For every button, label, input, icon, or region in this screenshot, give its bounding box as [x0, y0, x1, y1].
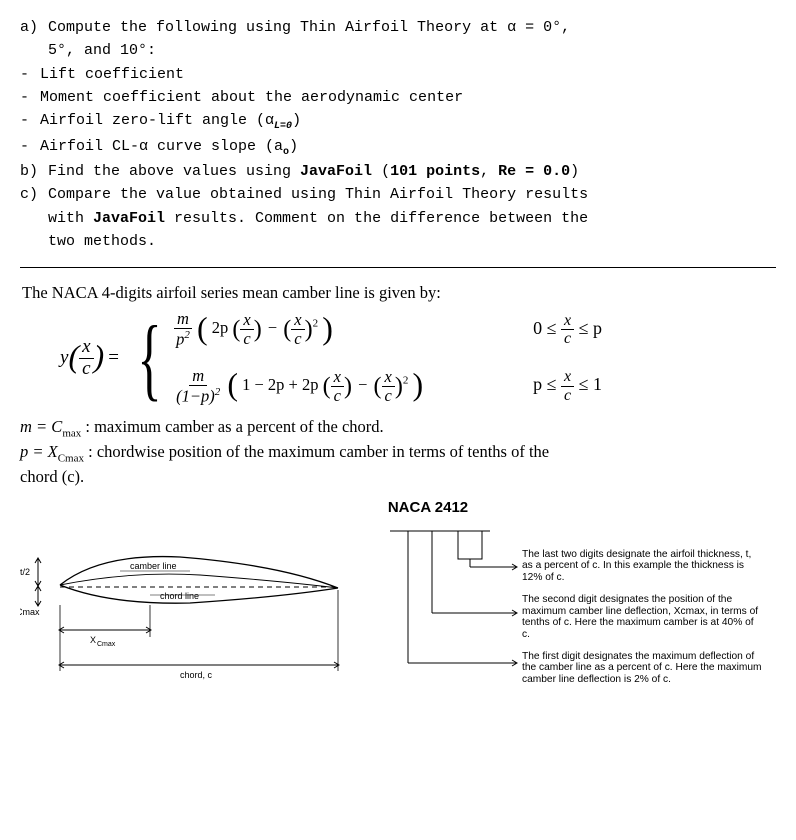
part-a-bullets: -Lift coefficient -Moment coefficient ab… [20, 63, 776, 161]
problem-statement: a) Compute the following using Thin Airf… [20, 16, 776, 253]
eq-cases: mp2 ( 2p (xc) − (xc)2 ) 0 ≤ xc ≤ p m(1−p… [173, 310, 673, 406]
bottom-figures: t/2 Cmax camber line chord line [20, 525, 776, 715]
part-a: a) Compute the following using Thin Airf… [20, 16, 776, 160]
part-b-body: Find the above values using JavaFoil (10… [48, 160, 776, 183]
naca-annotation: The last two digits designate the airfoi… [370, 525, 770, 715]
airfoil-diagram: t/2 Cmax camber line chord line [20, 525, 360, 695]
label-cmax: Cmax [20, 607, 40, 617]
annotation-2: The second digit designates the position… [522, 594, 762, 641]
bracket-svg [370, 525, 520, 695]
camber-line [60, 574, 338, 588]
label-chord: chord, c [180, 670, 213, 680]
part-a-body: Compute the following using Thin Airfoil… [48, 16, 776, 160]
annotations-list: The last two digits designate the airfoi… [522, 549, 762, 686]
bullet-3: Airfoil zero-lift angle (αL=0) [40, 109, 301, 135]
naca-title: NACA 2412 [80, 498, 776, 518]
bullet-4: Airfoil CL-α curve slope (ao) [40, 135, 298, 161]
brace-icon: { [137, 322, 162, 394]
label-xcmax-sub: Cmax [97, 641, 116, 648]
annotation-3: The first digit designates the maximum d… [522, 651, 762, 686]
label-chordline: chord line [160, 591, 199, 601]
part-c-body: Compare the value obtained using Thin Ai… [48, 183, 776, 253]
bullet-1: Lift coefficient [40, 63, 184, 86]
divider [20, 267, 776, 268]
camber-equation: y ( xc ) = { mp2 ( 2p (xc) − (xc)2 ) 0 ≤ [60, 310, 776, 406]
part-a-line1: Compute the following using Thin Airfoil… [48, 19, 570, 36]
intro-text: The NACA 4-digits airfoil series mean ca… [22, 282, 776, 304]
part-a-line2: 5°, and 10°: [48, 42, 156, 59]
airfoil-svg: t/2 Cmax camber line chord line [20, 525, 360, 695]
annotation-1: The last two digits designate the airfoi… [522, 549, 762, 584]
part-b: b) Find the above values using JavaFoil … [20, 160, 776, 183]
theory-section: The NACA 4-digits airfoil series mean ca… [20, 282, 776, 715]
part-c-label: c) [20, 183, 48, 253]
eq-lhs: y ( xc ) = [60, 337, 127, 380]
definitions: m = Cmax : maximum camber as a percent o… [20, 416, 776, 489]
label-camber: camber line [130, 561, 177, 571]
bullet-2: Moment coefficient about the aerodynamic… [40, 86, 463, 109]
eq-case-2: m(1−p)2 ( 1 − 2p + 2p (xc) − (xc)2 ) p ≤… [173, 367, 673, 406]
eq-case-1: mp2 ( 2p (xc) − (xc)2 ) 0 ≤ xc ≤ p [173, 310, 673, 349]
part-c: c) Compare the value obtained using Thin… [20, 183, 776, 253]
part-b-label: b) [20, 160, 48, 183]
label-xcmax: X [90, 635, 96, 645]
label-t2: t/2 [20, 567, 30, 577]
